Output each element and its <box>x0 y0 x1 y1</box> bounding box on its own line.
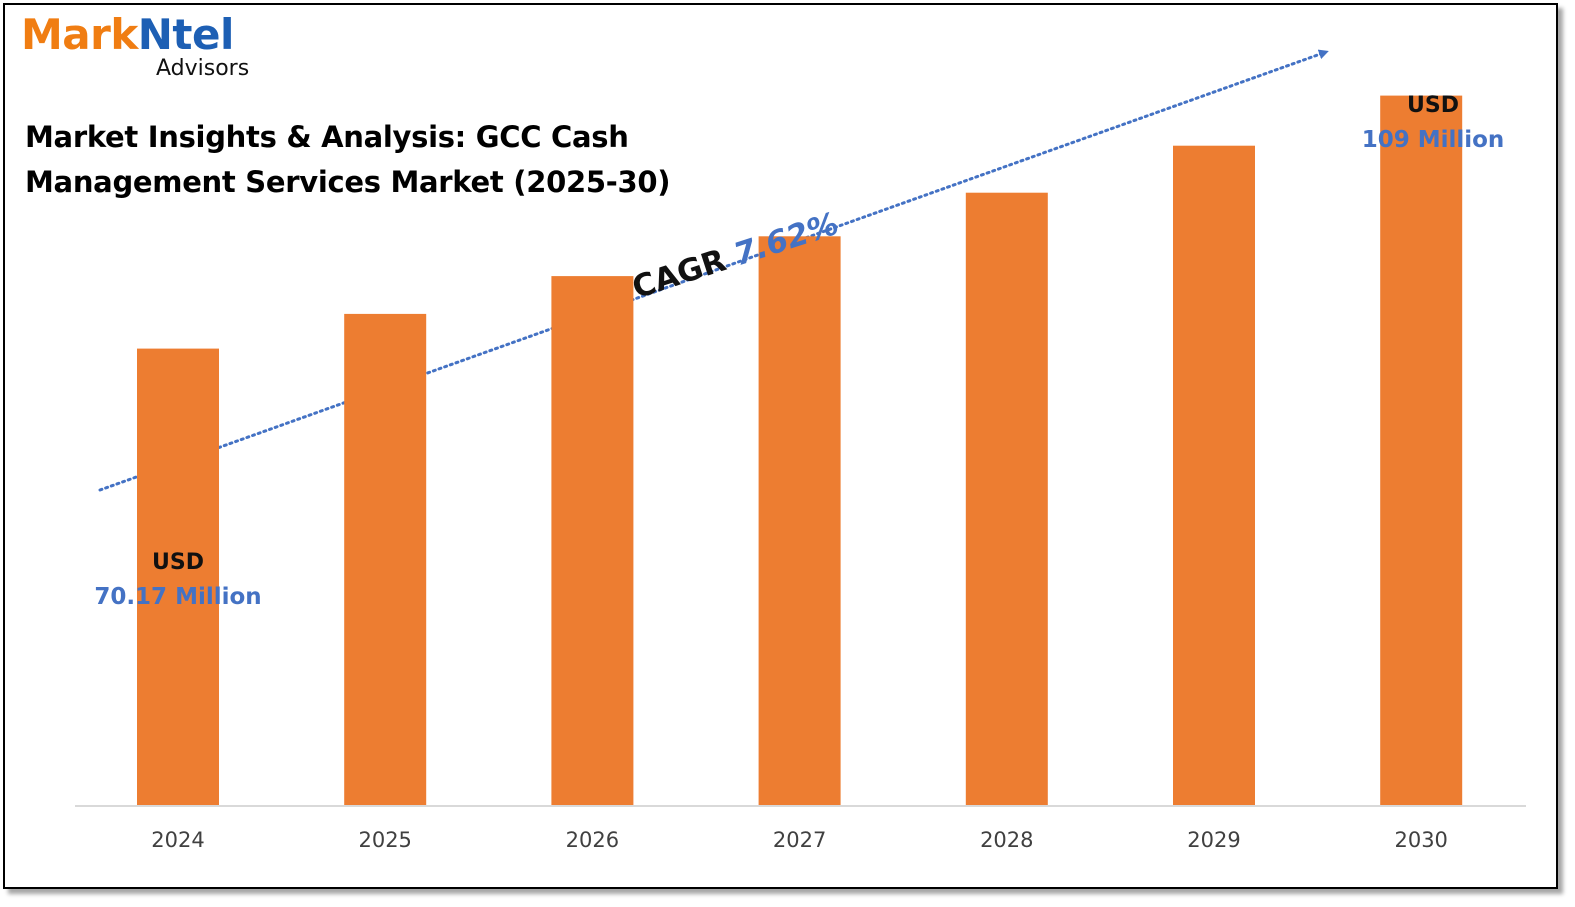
x-tick-label-2024: 2024 <box>151 828 204 852</box>
x-tick-label-2030: 2030 <box>1394 828 1447 852</box>
chart-title: Market Insights & Analysis: GCC Cash Man… <box>25 120 671 199</box>
first-value-currency: USD <box>152 550 204 575</box>
last-value-amount: 109 Million <box>1361 127 1505 153</box>
logo-wordmark: MarkNtel <box>21 10 234 60</box>
bar-2030 <box>1380 95 1463 807</box>
logo-mark-text: Mark <box>21 10 138 59</box>
x-tick-label-2025: 2025 <box>358 828 411 852</box>
bar-2026 <box>551 276 634 807</box>
first-value-amount: 70.17 Million <box>94 584 262 610</box>
bar-2024 <box>137 348 219 806</box>
x-tick-label-2026: 2026 <box>566 828 619 852</box>
bar-2027 <box>758 236 841 807</box>
markntel-logo: MarkNtel Advisors <box>21 10 249 81</box>
cagr-trend-arrow <box>98 49 1329 492</box>
x-tick-label-2029: 2029 <box>1187 828 1240 852</box>
logo-subtitle: Advisors <box>156 56 250 81</box>
logo-ntel-text: Ntel <box>137 10 235 59</box>
bar-2029 <box>1173 145 1255 806</box>
last-value-callout: USD 109 Million <box>1313 88 1553 158</box>
first-value-callout: USD 70.17 Million <box>58 545 298 615</box>
last-value-currency: USD <box>1407 93 1459 118</box>
x-tick-label-2027: 2027 <box>773 828 826 852</box>
bar-2025 <box>344 313 427 806</box>
bar-2028 <box>965 192 1048 806</box>
x-tick-label-2028: 2028 <box>980 828 1033 852</box>
